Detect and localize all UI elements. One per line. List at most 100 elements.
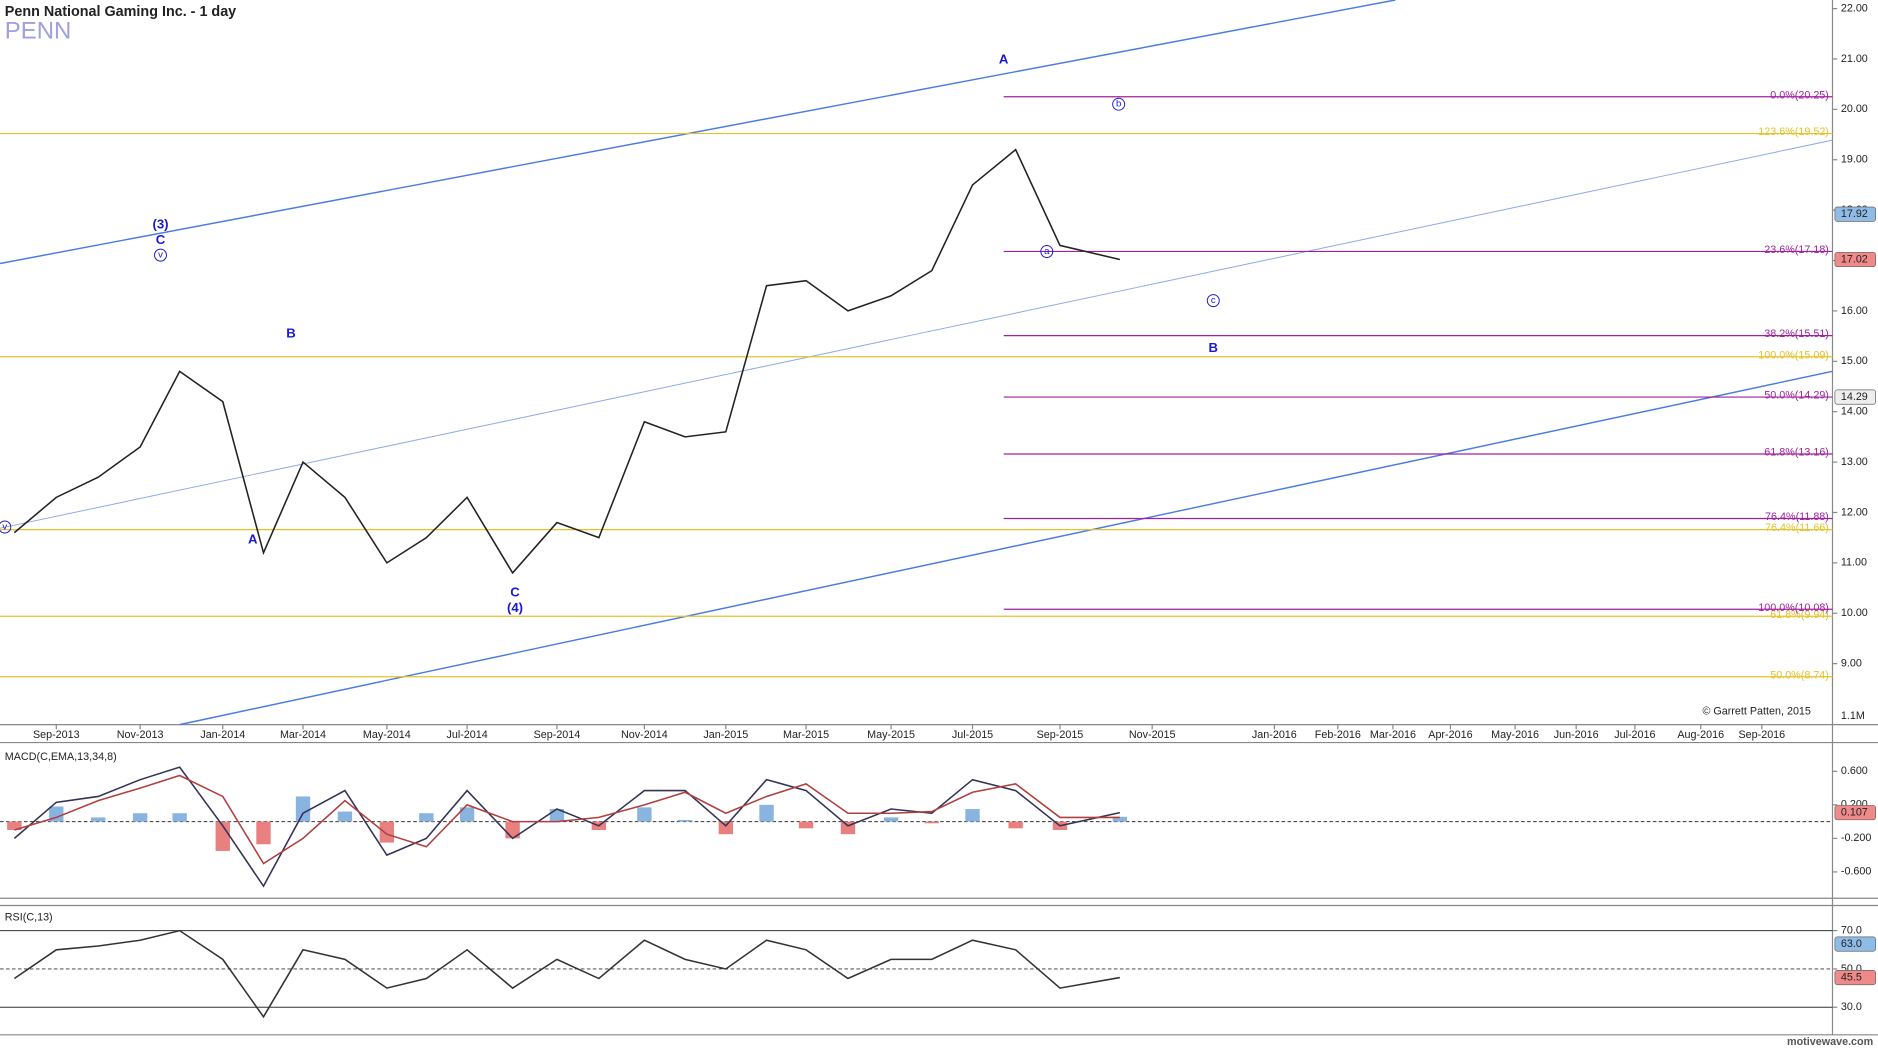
level-label: 61.8%(13.16) [1764,447,1829,459]
histogram-bar [677,819,693,822]
histogram-bar [1112,816,1128,822]
histogram-bar [459,807,475,822]
histogram-bar [215,821,230,851]
x-tick-label: Mar-2014 [280,729,326,741]
wave-label: C [156,232,166,247]
level-label: 76.4%(11.88) [1765,511,1829,523]
x-tick-label: Feb-2016 [1315,729,1361,741]
y-tick-label: 30.0 [1841,1001,1862,1013]
y-tick-label: 13.00 [1841,456,1868,468]
histogram-bar [1008,821,1023,829]
histogram-bar [965,809,980,822]
y-tick-label: -0.200 [1841,832,1872,844]
level-label: 61.8%(9.94) [1770,609,1829,621]
x-tick-label: Mar-2016 [1370,729,1416,741]
wave-label: B [286,326,296,341]
wave-label: c [1211,295,1216,306]
price-marker-label: 63.0 [1841,938,1862,950]
x-tick-label: May-2015 [867,729,915,741]
y-tick-label: 20.00 [1841,103,1868,115]
price-marker-label: 17.92 [1841,208,1868,220]
y-tick-label: 70.0 [1841,924,1862,936]
histogram-bar [419,813,434,822]
wave-label: v [158,250,163,261]
x-tick-label: Jul-2016 [1614,729,1655,741]
y-tick-label: 14.00 [1841,406,1868,418]
histogram-bar [172,813,187,822]
x-tick-label: Nov-2014 [621,729,668,741]
wave-label: B [1209,340,1219,355]
wave-circle [1112,97,1126,111]
wave-label: A [999,51,1009,66]
x-tick-label: Jul-2015 [952,729,993,741]
level-label: 100.0%(10.08) [1758,602,1829,614]
price-marker-label: 0.107 [1841,806,1868,818]
footer: motivewave.com [1787,1036,1873,1048]
y-tick-label: 12.00 [1841,506,1868,518]
wave-label: C [510,584,520,599]
x-tick-label: Jun-2016 [1554,729,1599,741]
histogram-bar [798,821,814,829]
price-marker [1834,206,1876,222]
level-label: 50.0%(14.29) [1764,390,1829,402]
level-label: 23.6%(17.18) [1764,244,1829,256]
panel-title: RSI(C,13) [5,911,53,923]
x-tick-label: May-2014 [363,729,411,741]
series-line [13,148,1121,575]
x-tick-label: Aug-2016 [1677,729,1724,741]
histogram-bar [637,807,652,822]
y-tick-label: 10.00 [1841,607,1868,619]
x-tick-label: Jan-2016 [1252,729,1297,741]
y-tick-label: 22.00 [1841,2,1868,14]
histogram-bar [924,821,939,824]
series-line [13,929,1120,1019]
level-label: 0.0%(20.25) [1770,89,1829,101]
wave-circle [1040,245,1054,258]
histogram-bar [337,811,353,822]
histogram-bar [883,817,899,822]
y-tick-label: 9.00 [1841,657,1862,669]
histogram-bar [91,817,106,822]
histogram-bar [379,821,395,843]
wave-label: b [1116,99,1121,110]
x-tick-label: Sep-2014 [534,729,581,741]
x-tick-label: Mar-2015 [783,729,829,741]
channel-line [0,0,1396,265]
wave-label: A [248,532,258,547]
level-label: 123.6%(19.52) [1758,126,1829,138]
chart-title: Penn National Gaming Inc. - 1 day [5,4,236,20]
x-tick-label: May-2016 [1491,729,1539,741]
price-marker [1834,805,1876,821]
y-tick-label: 11.00 [1841,557,1867,569]
histogram-bar [718,821,733,835]
wave-label: (4) [507,600,523,615]
y-tick-label: 16.00 [1841,305,1868,317]
y-tick-label: 15.00 [1841,355,1868,367]
wave-circle [1206,294,1220,308]
x-tick-label: Jul-2014 [446,729,487,741]
histogram-bar [256,821,271,845]
price-marker [1834,970,1876,986]
x-tick-label: Sep-2013 [33,729,80,741]
histogram-bar [295,796,311,822]
level-label: 50.0%(8.74) [1770,669,1829,681]
y-tick-label: 0.600 [1841,765,1868,777]
price-marker-label: 45.5 [1841,971,1862,983]
x-tick-label: Sep-2015 [1037,729,1084,741]
level-label: 38.2%(15.51) [1764,328,1829,340]
wave-label: a [1044,246,1050,257]
price-marker-label: 14.29 [1841,391,1868,403]
panel-title: MACD(C,EMA,13,34,8) [5,751,117,763]
price-marker-label: 17.02 [1841,253,1868,265]
price-marker [1834,389,1876,405]
x-tick-label: Nov-2013 [117,729,164,741]
x-tick-label: Jan-2014 [200,729,245,741]
y-tick-label: -0.600 [1841,866,1872,878]
histogram-bar [759,804,774,822]
price-marker [1834,251,1876,268]
y-tick-label: 21.00 [1841,53,1868,65]
y-tick-label: 19.00 [1841,154,1868,166]
volume-label: 1.1M [1841,710,1865,722]
